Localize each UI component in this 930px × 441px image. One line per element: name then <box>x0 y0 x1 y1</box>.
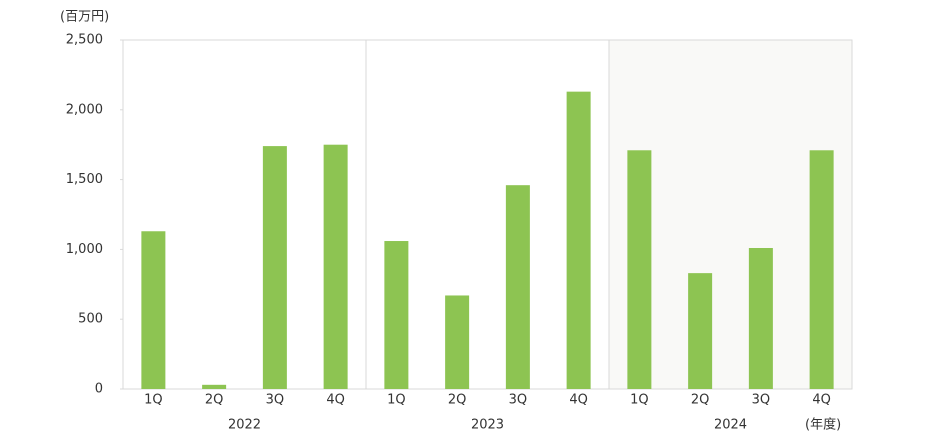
x-tick-label: 3Q <box>752 393 771 408</box>
y-tick-label: 2,500 <box>66 33 103 48</box>
y-tick-label: 500 <box>78 312 103 327</box>
group-label: 2023 <box>471 418 504 433</box>
bar <box>688 273 713 389</box>
y-tick-label: 2,000 <box>66 102 103 117</box>
x-tick-label: 3Q <box>266 393 285 408</box>
bar <box>323 144 348 389</box>
x-tick-label: 2Q <box>205 393 224 408</box>
x-tick-label: 2Q <box>448 393 467 408</box>
bar <box>627 150 652 389</box>
bar <box>505 185 530 389</box>
bar <box>262 146 287 389</box>
y-tick-label: 1,000 <box>66 242 103 257</box>
y-tick-label: 0 <box>95 382 103 397</box>
unit-label: (百万円) <box>60 10 109 25</box>
x-tick-label: 2Q <box>691 393 710 408</box>
x-tick-label: 4Q <box>812 393 831 408</box>
y-tick-label: 1,500 <box>66 172 103 187</box>
x-tick-label: 4Q <box>326 393 345 408</box>
group-label: 2024 <box>714 418 747 433</box>
bar <box>445 295 470 389</box>
bar <box>566 91 591 389</box>
x-tick-label: 1Q <box>630 393 649 408</box>
x-tick-label: 3Q <box>509 393 528 408</box>
x-tick-label: 1Q <box>387 393 406 408</box>
bar <box>202 384 227 389</box>
plot-border <box>122 39 853 390</box>
x-tick-label: 1Q <box>144 393 163 408</box>
bar <box>748 248 773 389</box>
bar <box>141 231 166 389</box>
x-tick-label: 4Q <box>569 393 588 408</box>
bar <box>384 241 409 389</box>
group-label: 2022 <box>228 418 261 433</box>
bar <box>809 150 834 389</box>
x-axis-label: (年度) <box>805 417 841 433</box>
